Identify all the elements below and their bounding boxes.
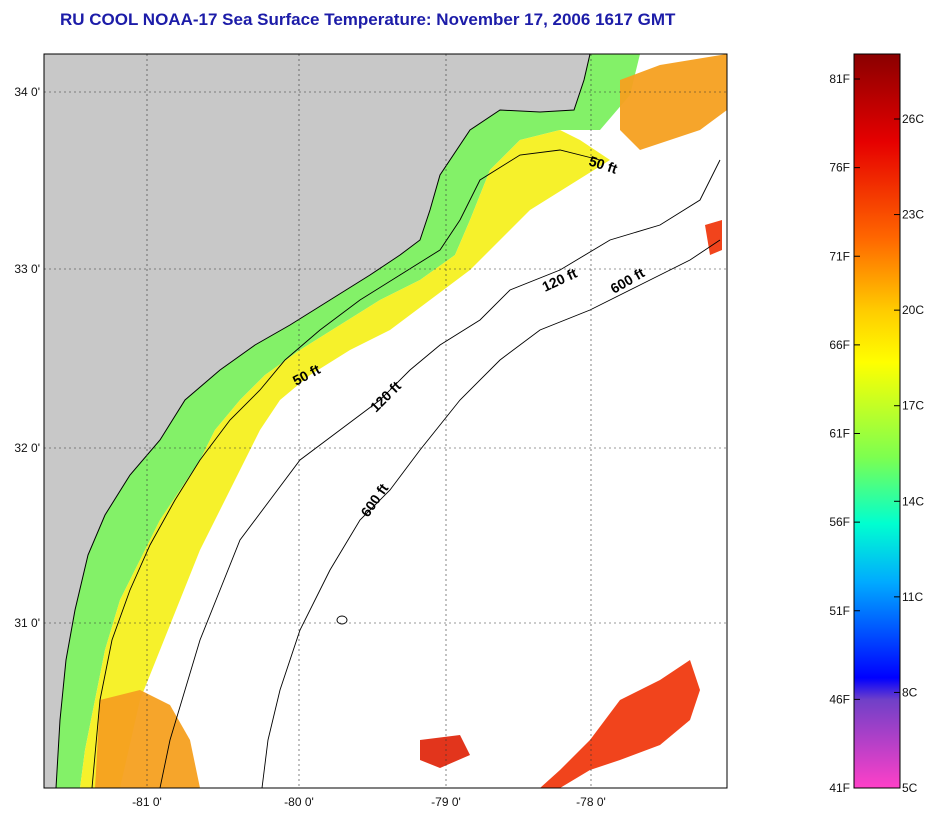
sst-cool-band <box>56 54 640 788</box>
plot-frame <box>43 53 728 789</box>
colorbar-fahrenheit-label: 71F <box>829 249 850 263</box>
colorbar-celsius-label: 20C <box>902 303 924 317</box>
colorbar-celsius-label: 5C <box>902 781 918 795</box>
colorbar-fahrenheit-label: 46F <box>829 692 850 706</box>
colorbar-fahrenheit-label: 66F <box>829 338 850 352</box>
sst-warm-northeast <box>620 54 727 150</box>
colorbar-fahrenheit-label: 51F <box>829 604 850 618</box>
lat-tick-label: 33 0' <box>14 262 40 276</box>
colorbar-fahrenheit-label: 61F <box>829 427 850 441</box>
colorbar-fahrenheit-label: 76F <box>829 161 850 175</box>
colorbar-celsius-label: 8C <box>902 685 918 699</box>
colorbar-celsius-label: 17C <box>902 399 924 413</box>
sst-hot-east <box>705 220 722 255</box>
colorbar-celsius-label: 23C <box>902 208 924 222</box>
contour-600ft-line <box>261 239 721 788</box>
colorbar-fahrenheit-label: 81F <box>829 72 850 86</box>
contour-seamount <box>336 615 348 625</box>
map-title: RU COOL NOAA-17 Sea Surface Temperature:… <box>60 10 676 29</box>
sst-warm-patch <box>95 690 200 788</box>
land-mass <box>44 54 590 788</box>
lat-tick-label: 32 0' <box>14 441 40 455</box>
sst-hot-southeast <box>540 660 700 788</box>
temperature-colorbar: 81F 76F 71F 66F 61F 56F 51F 46F 41F 26C 23C 20C 17C… <box>829 53 924 795</box>
lon-tick-label: -80 0' <box>284 795 314 809</box>
colorbar-fahrenheit-label: 56F <box>829 515 850 529</box>
lon-tick-label: -81 0' <box>132 795 162 809</box>
colorbar-fahrenheit-label: 41F <box>829 781 850 795</box>
coastline <box>55 54 591 788</box>
sst-map: 50 ft 120 ft 600 ft 50 ft 120 ft 600 ft … <box>14 53 728 809</box>
lat-tick-label: 34 0' <box>14 85 40 99</box>
lat-tick-label: 31 0' <box>14 616 40 630</box>
lon-tick-label: -79 0' <box>431 795 461 809</box>
colorbar-celsius-label: 11C <box>902 590 923 604</box>
graticule <box>44 54 727 788</box>
colorbar-celsius-label: 14C <box>902 494 924 508</box>
sst-hot-south <box>420 735 470 768</box>
contour-50ft-line <box>91 149 601 788</box>
lon-tick-label: -78 0' <box>576 795 606 809</box>
colorbar-celsius-label: 26C <box>902 112 924 126</box>
colorbar-gradient <box>853 53 901 789</box>
contour-120ft-line <box>159 159 721 788</box>
